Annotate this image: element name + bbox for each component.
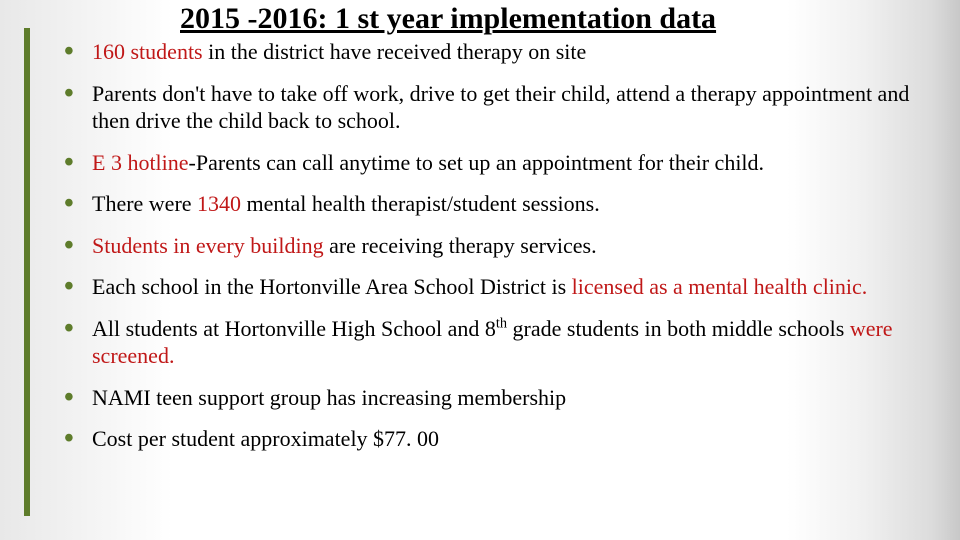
bullet-list: 160 students in the district have receiv… — [60, 38, 940, 453]
highlight-text: E 3 hotline — [92, 150, 189, 175]
bullet-text: th — [496, 315, 507, 331]
bullet-text: grade students in both middle schools — [507, 316, 850, 341]
bullet-text: All students at Hortonville High School … — [92, 316, 496, 341]
bullet-text: Cost per student approximately $77. 00 — [92, 426, 439, 451]
slide-title: 2015 -2016: 1 st year implementation dat… — [180, 2, 940, 36]
bullet-item: NAMI teen support group has increasing m… — [64, 384, 940, 412]
bullet-item: Each school in the Hortonville Area Scho… — [64, 273, 940, 301]
bullet-item: E 3 hotline-Parents can call anytime to … — [64, 149, 940, 177]
bullet-text: Parents don't have to take off work, dri… — [92, 81, 909, 134]
bullet-text: There were — [92, 191, 197, 216]
bullet-text: NAMI teen support group has increasing m… — [92, 385, 566, 410]
bullet-item: Students in every building are receiving… — [64, 232, 940, 260]
bullet-text: -Parents can call anytime to set up an a… — [189, 150, 765, 175]
highlight-text: 160 students — [92, 39, 203, 64]
bullet-text: mental health therapist/student sessions… — [241, 191, 600, 216]
accent-bar — [24, 28, 30, 516]
bullet-text: in the district have received therapy on… — [203, 39, 587, 64]
bullet-item: All students at Hortonville High School … — [64, 315, 940, 370]
bullet-text: are receiving therapy services. — [324, 233, 597, 258]
slide-content: 2015 -2016: 1 st year implementation dat… — [60, 2, 940, 467]
bullet-item: There were 1340 mental health therapist/… — [64, 190, 940, 218]
bullet-item: Parents don't have to take off work, dri… — [64, 80, 940, 135]
bullet-item: Cost per student approximately $77. 00 — [64, 425, 940, 453]
highlight-text: Students in every building — [92, 233, 324, 258]
highlight-text: 1340 — [197, 191, 241, 216]
bullet-item: 160 students in the district have receiv… — [64, 38, 940, 66]
highlight-text: licensed as a mental health clinic. — [572, 274, 868, 299]
bullet-text: Each school in the Hortonville Area Scho… — [92, 274, 572, 299]
